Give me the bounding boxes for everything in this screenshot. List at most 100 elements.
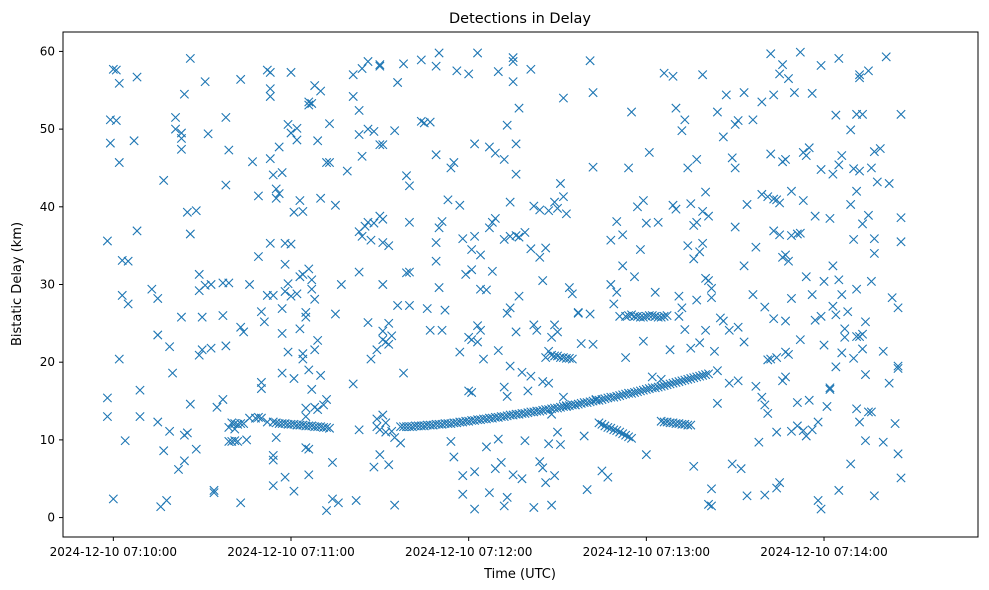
data-point — [153, 330, 163, 340]
data-point — [712, 107, 723, 117]
data-point — [505, 197, 515, 207]
data-point — [508, 77, 518, 87]
data-point — [860, 370, 871, 380]
y-axis: 0 10 20 30 40 50 60 — [40, 44, 63, 525]
data-point — [120, 436, 130, 446]
data-point — [866, 407, 876, 417]
data-point — [221, 341, 231, 351]
x-tick-label: 2024-12-10 07:11:00 — [227, 545, 354, 559]
data-point — [668, 71, 678, 81]
data-point — [298, 354, 308, 364]
data-point — [849, 164, 859, 174]
data-point — [502, 391, 512, 401]
data-point — [170, 112, 181, 123]
data-point — [626, 107, 637, 117]
data-point — [786, 186, 797, 196]
data-point — [700, 370, 711, 380]
data-point — [470, 231, 480, 241]
data-point — [455, 347, 465, 357]
data-point — [390, 126, 400, 136]
data-point — [866, 276, 876, 286]
data-point — [434, 223, 444, 233]
data-point — [514, 291, 524, 301]
data-point — [526, 371, 536, 381]
data-point — [348, 379, 358, 389]
data-point — [440, 305, 450, 315]
data-point — [271, 193, 281, 203]
data-point — [831, 110, 841, 120]
data-point — [786, 230, 797, 241]
data-point — [852, 404, 862, 414]
data-point — [123, 256, 133, 266]
data-point — [783, 349, 794, 360]
data-point — [760, 302, 770, 312]
data-point — [484, 223, 494, 233]
data-point — [529, 502, 539, 513]
data-point — [384, 339, 394, 349]
data-point — [544, 404, 554, 415]
data-point — [775, 198, 785, 208]
y-tick-label: 50 — [40, 122, 55, 136]
data-point — [629, 272, 640, 282]
data-point — [671, 377, 681, 387]
data-point — [313, 404, 323, 415]
data-point — [763, 192, 773, 202]
data-point — [828, 169, 838, 179]
data-point — [686, 343, 696, 353]
data-point — [449, 157, 459, 168]
data-point — [378, 279, 388, 290]
data-point — [384, 460, 394, 470]
data-point — [277, 328, 287, 339]
data-point — [304, 100, 314, 110]
data-point — [449, 452, 459, 462]
data-point — [227, 418, 237, 428]
data-point — [259, 317, 269, 327]
data-point — [244, 279, 255, 290]
data-point — [618, 261, 628, 271]
data-point — [102, 411, 113, 422]
data-point — [600, 394, 610, 404]
data-point — [289, 486, 299, 496]
data-point — [375, 140, 385, 150]
data-point — [253, 412, 264, 422]
data-point — [301, 307, 311, 318]
data-point — [277, 303, 287, 314]
data-point — [585, 309, 595, 319]
data-point — [404, 300, 415, 311]
data-point — [541, 478, 551, 488]
data-point — [194, 269, 204, 279]
data-point — [700, 187, 711, 197]
data-point — [422, 303, 432, 314]
data-point — [197, 345, 207, 355]
data-point — [425, 117, 435, 127]
data-point — [816, 311, 826, 321]
data-point — [280, 472, 290, 482]
data-point — [162, 495, 172, 506]
data-point — [357, 231, 367, 241]
data-point — [390, 500, 400, 510]
data-point — [239, 327, 249, 337]
data-point — [541, 243, 551, 253]
data-point — [271, 184, 281, 194]
data-point — [292, 135, 302, 145]
data-point — [499, 382, 509, 392]
data-point — [638, 312, 648, 322]
data-point — [680, 115, 690, 125]
data-point — [567, 289, 577, 299]
data-point — [626, 388, 637, 398]
data-point — [277, 368, 287, 378]
data-point — [535, 252, 545, 262]
data-point — [890, 418, 900, 429]
data-point — [804, 395, 814, 405]
data-point — [766, 354, 776, 364]
data-point — [129, 136, 139, 146]
data-point — [783, 256, 794, 266]
data-point — [467, 265, 477, 275]
data-point — [117, 290, 127, 300]
data-point — [499, 501, 509, 511]
data-point — [268, 481, 278, 491]
data-point — [398, 368, 409, 378]
data-point — [783, 74, 794, 84]
data-point — [609, 392, 619, 402]
data-point — [378, 140, 388, 150]
